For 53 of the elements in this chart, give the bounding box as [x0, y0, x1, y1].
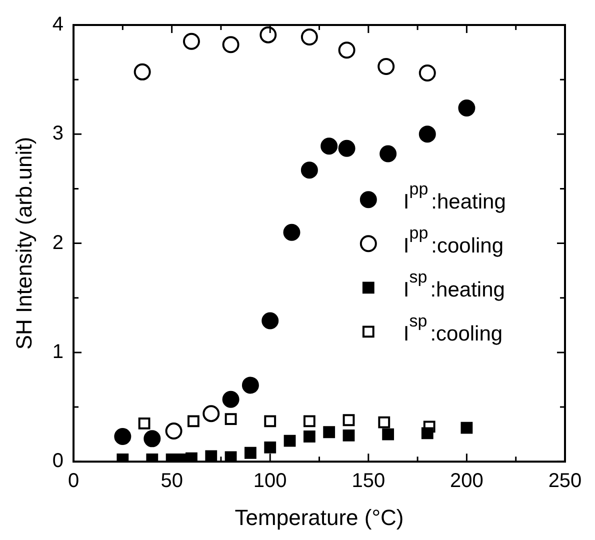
- point: [138, 417, 150, 430]
- point: [284, 434, 296, 447]
- point: [338, 140, 356, 157]
- point: [303, 430, 316, 442]
- point: [205, 450, 218, 462]
- x-tick-label: 0: [68, 470, 80, 492]
- point: [378, 416, 390, 428]
- point: [242, 376, 259, 394]
- point: [283, 224, 300, 241]
- point: [224, 413, 237, 425]
- point: [418, 126, 436, 143]
- point: [421, 427, 434, 440]
- x-tick-label: 250: [548, 470, 582, 492]
- y-tick-label: 3: [52, 122, 64, 145]
- point: [244, 446, 256, 459]
- y-tick-label: 2: [52, 232, 64, 254]
- point: [264, 415, 276, 428]
- x-tick-label: 50: [160, 470, 183, 492]
- point: [114, 428, 132, 445]
- x-tick-label: 200: [450, 470, 484, 492]
- point: [144, 430, 161, 448]
- point: [323, 426, 336, 438]
- point: [382, 428, 394, 440]
- y-tick-label: 1: [52, 340, 64, 363]
- point: [187, 415, 200, 428]
- point: [134, 63, 151, 80]
- x-tick-label: 100: [253, 470, 287, 492]
- point: [182, 32, 200, 50]
- point: [300, 28, 318, 46]
- point: [222, 390, 240, 408]
- point: [418, 64, 436, 82]
- point: [460, 422, 473, 434]
- point: [380, 145, 397, 162]
- point: [165, 422, 182, 440]
- y-tick-label: 0: [52, 450, 64, 472]
- y-axis-title: SH Intensity (arb.unit): [11, 136, 36, 350]
- point: [303, 415, 316, 428]
- point: [222, 36, 240, 54]
- point: [186, 452, 198, 462]
- point: [338, 42, 356, 59]
- point: [320, 138, 338, 155]
- y-tick-label: 4: [52, 14, 64, 36]
- point: [342, 429, 355, 442]
- point: [262, 312, 279, 330]
- x-axis-title: Temperature (°C): [234, 504, 404, 530]
- x-tick-label: 150: [352, 470, 386, 492]
- point: [264, 441, 276, 454]
- point: [342, 414, 355, 426]
- point: [378, 58, 395, 75]
- point: [458, 99, 476, 116]
- point: [300, 162, 318, 179]
- point: [202, 405, 220, 422]
- point: [260, 26, 277, 44]
